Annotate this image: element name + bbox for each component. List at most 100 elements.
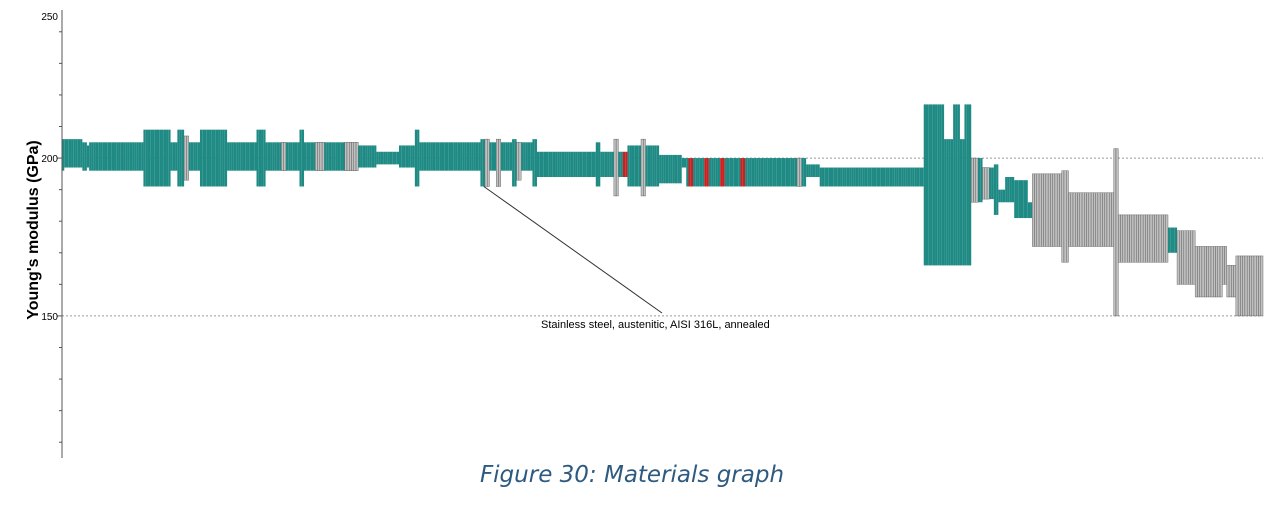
material-bar-24 bbox=[116, 142, 119, 171]
material-bar-222 bbox=[564, 151, 567, 178]
material-bar-239 bbox=[602, 151, 605, 178]
material-bar-223 bbox=[566, 151, 569, 178]
material-bar-23 bbox=[114, 142, 117, 171]
material-bar-218 bbox=[555, 151, 558, 178]
material-bar-438 bbox=[1052, 173, 1056, 247]
figure-caption: Figure 30: Materials graph bbox=[479, 462, 785, 488]
material-bar-399 bbox=[964, 104, 967, 266]
material-bar-392 bbox=[948, 139, 951, 266]
material-bar-56 bbox=[188, 142, 191, 171]
material-bar-188 bbox=[487, 138, 490, 187]
material-bar-60 bbox=[197, 142, 200, 171]
material-bar-525 bbox=[1249, 255, 1252, 317]
material-bar-58 bbox=[193, 142, 196, 171]
material-bar-19 bbox=[104, 142, 108, 171]
material-bar-461 bbox=[1104, 192, 1108, 247]
material-bar-40 bbox=[152, 129, 155, 187]
material-bar-326 bbox=[799, 157, 802, 187]
material-bar-517 bbox=[1231, 265, 1234, 298]
material-bar-246 bbox=[618, 151, 621, 178]
material-bar-336 bbox=[821, 167, 825, 187]
material-bar-36 bbox=[143, 129, 146, 187]
material-bar-328 bbox=[803, 158, 807, 187]
material-bar-463 bbox=[1108, 192, 1112, 247]
material-bar-161 bbox=[426, 142, 429, 171]
material-bar-49 bbox=[172, 142, 176, 171]
material-bar-408 bbox=[984, 167, 988, 200]
material-bar-287 bbox=[711, 158, 714, 187]
material-bar-393 bbox=[950, 139, 954, 266]
material-bar-247 bbox=[620, 151, 623, 178]
tick-label-250: 250 bbox=[41, 12, 58, 23]
material-bar-30 bbox=[129, 142, 133, 171]
material-bar-235 bbox=[593, 151, 596, 178]
material-bar-305 bbox=[751, 158, 755, 187]
material-bar-153 bbox=[408, 145, 411, 168]
material-bar-437 bbox=[1050, 173, 1053, 247]
material-bar-325 bbox=[796, 157, 800, 187]
material-bar-464 bbox=[1111, 192, 1114, 247]
material-bar-520 bbox=[1237, 255, 1241, 317]
material-bar-269 bbox=[670, 154, 673, 184]
material-bar-518 bbox=[1233, 265, 1237, 298]
material-bar-73 bbox=[227, 142, 230, 171]
material-bar-55 bbox=[186, 135, 189, 181]
material-bar-455 bbox=[1090, 192, 1094, 247]
material-bar-452 bbox=[1084, 192, 1087, 247]
material-bar-221 bbox=[561, 151, 565, 178]
material-bar-157 bbox=[417, 129, 420, 187]
material-bar-87 bbox=[258, 129, 262, 187]
material-bar-226 bbox=[573, 151, 576, 178]
material-bar-175 bbox=[457, 142, 461, 171]
material-bar-404 bbox=[975, 157, 979, 203]
material-bar-2 bbox=[66, 139, 69, 168]
material-bar-360 bbox=[876, 167, 879, 187]
material-bar-164 bbox=[432, 142, 436, 171]
material-bar-458 bbox=[1097, 192, 1101, 247]
material-bar-219 bbox=[557, 151, 560, 178]
material-bar-406 bbox=[980, 158, 983, 203]
material-bar-83 bbox=[249, 142, 252, 171]
material-bar-333 bbox=[815, 164, 818, 178]
material-bar-165 bbox=[435, 142, 438, 171]
material-bar-102 bbox=[292, 142, 295, 171]
material-bar-448 bbox=[1075, 192, 1078, 247]
material-bar-453 bbox=[1086, 192, 1090, 247]
material-bar-332 bbox=[812, 164, 816, 178]
material-bar-527 bbox=[1253, 255, 1257, 317]
material-bar-303 bbox=[747, 158, 750, 187]
material-bar-57 bbox=[190, 142, 194, 171]
material-bar-89 bbox=[263, 129, 266, 187]
material-bar-143 bbox=[385, 151, 388, 165]
material-bar-68 bbox=[215, 129, 219, 187]
material-bar-419 bbox=[1009, 177, 1012, 203]
material-bar-195 bbox=[503, 142, 506, 171]
y-axis-ticks bbox=[57, 31, 62, 443]
material-bar-46 bbox=[166, 129, 169, 187]
material-bar-4 bbox=[71, 139, 74, 168]
material-bar-108 bbox=[306, 142, 309, 171]
material-bar-278 bbox=[690, 158, 694, 187]
material-bar-356 bbox=[867, 167, 870, 187]
material-bar-210 bbox=[536, 151, 540, 178]
material-bar-302 bbox=[745, 158, 748, 187]
material-bar-471 bbox=[1127, 214, 1130, 263]
material-bar-127 bbox=[349, 142, 352, 171]
material-bar-266 bbox=[663, 154, 666, 184]
material-bar-530 bbox=[1260, 255, 1264, 317]
material-bar-359 bbox=[873, 167, 877, 187]
material-bar-33 bbox=[136, 142, 139, 171]
material-bar-296 bbox=[731, 158, 734, 187]
material-bar-62 bbox=[202, 129, 205, 187]
material-bar-141 bbox=[380, 151, 384, 165]
material-bar-460 bbox=[1102, 192, 1105, 247]
material-bar-370 bbox=[898, 167, 902, 187]
material-bar-130 bbox=[355, 142, 359, 171]
material-bar-338 bbox=[826, 167, 829, 187]
material-bar-11 bbox=[86, 145, 90, 168]
material-bar-440 bbox=[1056, 173, 1060, 247]
material-bar-487 bbox=[1163, 214, 1166, 263]
material-bar-368 bbox=[894, 167, 897, 187]
material-bar-234 bbox=[591, 151, 594, 178]
